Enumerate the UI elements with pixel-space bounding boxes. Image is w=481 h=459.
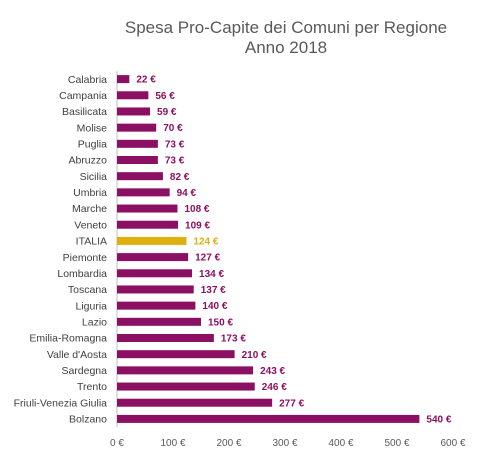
x-tick-label: 0 € — [110, 438, 124, 449]
data-label: 109 € — [185, 220, 210, 231]
bar — [117, 107, 151, 116]
data-label: 173 € — [221, 334, 246, 345]
bar — [117, 75, 130, 84]
data-label: 150 € — [208, 317, 233, 328]
x-tick-label: 500 € — [384, 438, 409, 449]
bar — [117, 414, 420, 423]
category-label: Campania — [59, 90, 107, 102]
category-label: Lazio — [82, 317, 107, 329]
data-label: 243 € — [260, 366, 285, 377]
x-tick-label: 400 € — [328, 438, 353, 449]
bar — [117, 269, 193, 278]
category-label: Lombardia — [57, 268, 107, 280]
data-label: 73 € — [165, 156, 185, 167]
category-label: Bolzano — [69, 414, 107, 426]
data-label: 246 € — [262, 382, 287, 393]
data-label: 210 € — [242, 350, 267, 361]
bar — [117, 204, 178, 213]
plot-area: Calabria 22 € Campania 56 € Basilicata 59 € Mo… — [14, 71, 466, 449]
category-label: ITALIA — [76, 236, 107, 248]
category-label: Liguria — [75, 300, 107, 312]
bar — [117, 350, 235, 359]
data-label: 137 € — [201, 285, 226, 296]
bar — [117, 123, 157, 132]
x-tick-label: 600 € — [440, 438, 465, 449]
data-label: 94 € — [177, 188, 197, 199]
x-tick-label: 200 € — [216, 438, 241, 449]
bar — [117, 398, 273, 407]
category-label: Piemonte — [63, 252, 108, 264]
bar — [117, 253, 189, 262]
bar — [117, 366, 254, 375]
category-label: Sicilia — [80, 171, 108, 183]
bar — [117, 91, 149, 100]
category-label: Valle d'Aosta — [47, 349, 107, 361]
bar — [117, 220, 179, 229]
category-label: Basilicata — [62, 106, 107, 118]
data-label: 124 € — [193, 237, 218, 248]
data-label: 277 € — [279, 398, 304, 409]
data-label: 73 € — [165, 139, 185, 150]
data-label: 22 € — [136, 75, 156, 86]
category-label: Emilia-Romagna — [29, 333, 107, 345]
data-label: 56 € — [155, 91, 175, 102]
x-tick-label: 100 € — [160, 438, 185, 449]
category-label: Friuli-Venezia Giulia — [14, 397, 108, 409]
data-label: 70 € — [163, 123, 183, 134]
bar — [117, 188, 170, 197]
x-tick-label: 300 € — [272, 438, 297, 449]
category-label: Calabria — [68, 74, 107, 86]
category-label: Umbria — [73, 187, 107, 199]
category-label: Molise — [77, 122, 108, 134]
bar — [117, 317, 201, 326]
category-label: Marche — [72, 203, 107, 215]
category-label: Toscana — [68, 284, 107, 296]
category-label: Veneto — [74, 219, 107, 231]
bar — [117, 236, 187, 245]
data-label: 540 € — [426, 415, 451, 426]
category-label: Sardegna — [61, 365, 107, 377]
category-label: Puglia — [78, 139, 107, 151]
data-label: 127 € — [195, 253, 220, 264]
data-label: 108 € — [184, 204, 209, 215]
bar — [117, 301, 196, 310]
chart-title: Spesa Pro-Capite dei Comuni per Regione — [125, 18, 447, 37]
data-label: 59 € — [157, 107, 177, 118]
bar — [117, 156, 158, 164]
data-label: 140 € — [202, 301, 227, 312]
chart-subtitle: Anno 2018 — [245, 38, 327, 57]
bar — [117, 139, 158, 148]
bar — [117, 382, 255, 391]
data-label: 134 € — [199, 269, 224, 280]
category-label: Trento — [77, 381, 107, 393]
bar — [117, 172, 163, 181]
bar — [117, 334, 214, 342]
bar — [117, 285, 194, 294]
data-label: 82 € — [170, 172, 190, 183]
category-label: Abruzzo — [68, 155, 107, 167]
